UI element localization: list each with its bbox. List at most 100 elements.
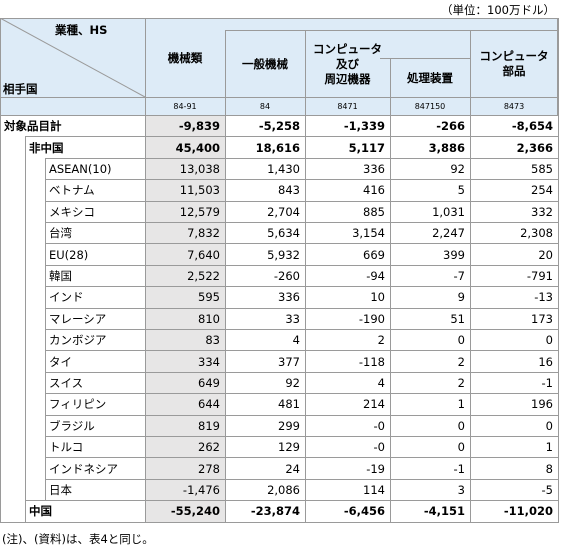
hs-code: 8473 — [503, 102, 525, 111]
row-label: インドネシア — [45, 457, 145, 479]
cell: 5,117 — [305, 136, 390, 158]
cell: 1 — [390, 393, 470, 415]
row-label: マレーシア — [45, 307, 145, 329]
cell: -0 — [305, 414, 390, 436]
cell: 585 — [470, 157, 558, 180]
cell: -1 — [470, 371, 558, 394]
cell: -13 — [470, 286, 558, 308]
cell: 83 — [145, 329, 225, 351]
cell: 377 — [225, 350, 305, 372]
row-label: 韓国 — [45, 264, 145, 287]
cell: 644 — [145, 393, 225, 415]
cell: -11,020 — [470, 500, 558, 522]
cell: 4 — [225, 329, 305, 351]
row-label: スイス — [45, 371, 145, 394]
cell: 13,038 — [145, 157, 225, 180]
cell: 481 — [225, 393, 305, 415]
cell: 1 — [470, 436, 558, 458]
header-line: 機械類 — [167, 50, 203, 65]
cell: 0 — [470, 414, 558, 436]
cell: 595 — [145, 286, 225, 308]
cell: -266 — [390, 115, 470, 137]
cell: -118 — [305, 350, 390, 372]
cell: 336 — [305, 157, 390, 180]
cell: 214 — [305, 393, 390, 415]
cell: -0 — [305, 436, 390, 458]
cell: 2,086 — [225, 478, 305, 501]
row-label: ベトナム — [45, 179, 145, 201]
cell: 2 — [390, 350, 470, 372]
header-bg — [0, 18, 558, 115]
header-lines — [0, 18, 558, 117]
cell: 7,832 — [145, 222, 225, 244]
cell: 843 — [225, 179, 305, 201]
cell: 334 — [145, 350, 225, 372]
cell: 20 — [470, 243, 558, 265]
cell: 196 — [470, 393, 558, 415]
cell: 3,886 — [390, 136, 470, 158]
row-label: 非中国 — [25, 136, 145, 158]
row-label: メキシコ — [45, 200, 145, 222]
cell: -1,339 — [305, 115, 390, 137]
cell: -190 — [305, 307, 390, 329]
hs-code: 847150 — [414, 102, 446, 111]
cell: -5,258 — [225, 115, 305, 137]
header-line: 及び — [336, 56, 359, 71]
header-line: コンピュータ — [313, 41, 382, 56]
cell: 2,704 — [225, 200, 305, 222]
cell: 262 — [145, 436, 225, 458]
cell: -791 — [470, 264, 558, 287]
column-header: コンピュータ 及び 周辺機器 — [305, 30, 390, 98]
table-edge — [558, 18, 559, 522]
cell: -55,240 — [145, 500, 225, 522]
header-line: 一般機械 — [242, 56, 288, 71]
cell: 3 — [390, 478, 470, 501]
cell: 5,634 — [225, 222, 305, 244]
cell: 12,579 — [145, 200, 225, 222]
indent-border — [25, 157, 26, 501]
cell: 92 — [390, 157, 470, 180]
row-label: 台湾 — [45, 222, 145, 244]
indent-border — [0, 136, 1, 522]
row-label: カンボジア — [45, 329, 145, 351]
row-label: 中国 — [25, 500, 145, 522]
cell: 2,308 — [470, 222, 558, 244]
header-line: 部品 — [502, 64, 526, 78]
row-label: ブラジル — [45, 414, 145, 436]
cell: 9 — [390, 286, 470, 308]
row-label: EU(28) — [45, 243, 145, 265]
column-header: 処理装置 — [390, 58, 470, 98]
cell: 885 — [305, 200, 390, 222]
cell: -260 — [225, 264, 305, 287]
cell: 399 — [390, 243, 470, 265]
cell: 16 — [470, 350, 558, 372]
cell: 299 — [225, 414, 305, 436]
cell: 2 — [390, 371, 470, 394]
cell: -6,456 — [305, 500, 390, 522]
row-label: 対象品目計 — [0, 115, 145, 137]
column-header: 一般機械 — [225, 30, 305, 98]
cell: 7,640 — [145, 243, 225, 265]
cell: 51 — [390, 307, 470, 329]
cell: 1,031 — [390, 200, 470, 222]
column-header: 機械類 — [145, 18, 225, 98]
cell: 18,616 — [225, 136, 305, 158]
cell: 0 — [390, 329, 470, 351]
cell: -19 — [305, 457, 390, 479]
note: (注)、(資料)は、表4と同じ。 — [2, 532, 154, 546]
hs-code: 84-91 — [173, 102, 197, 111]
cell: 2 — [305, 329, 390, 351]
cell: -5 — [470, 478, 558, 501]
cell: 129 — [225, 436, 305, 458]
row-label: 日本 — [45, 478, 145, 501]
cell: -94 — [305, 264, 390, 287]
cell: 4 — [305, 371, 390, 394]
row-label: インド — [45, 286, 145, 308]
corner-top: 業種、HS — [55, 23, 108, 37]
column-header: コンピュータ 部品 — [470, 30, 558, 98]
header-line: 周辺機器 — [324, 71, 371, 86]
cell: 819 — [145, 414, 225, 436]
cell: 114 — [305, 478, 390, 501]
cell: 810 — [145, 307, 225, 329]
